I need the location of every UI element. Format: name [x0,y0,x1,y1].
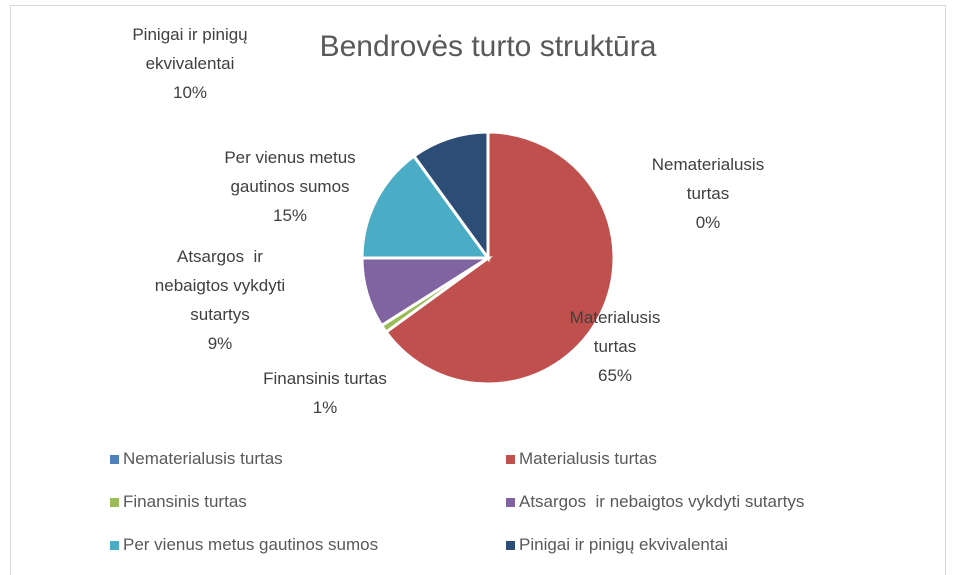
pie-slice [360,153,491,260]
data-label-category: Atsargos ir nebaigtos vykdyti sutartys [154,247,290,324]
legend-label: Nematerialusis turtas [123,449,283,468]
data-label-value: 10% [172,83,208,102]
data-label-category: Per vienus metus gautinos sumos [224,148,361,196]
pie-slice [383,130,616,386]
legend-label: Finansinis turtas [123,492,247,511]
data-label: Per vienus metus gautinos sumos 15% [205,143,375,230]
data-label-category: Finansinis turtas [263,369,387,388]
legend-swatch [506,455,515,464]
data-label-category: Pinigai ir pinigų ekvivalentai [132,25,253,73]
data-label: Pinigai ir pinigų ekvivalentai 10% [115,20,265,107]
chart-title: Bendrovės turto struktūra [319,30,657,63]
legend-swatch [110,541,119,550]
data-label-category: Nematerialusis turtas [651,155,769,203]
legend-label: Atsargos ir nebaigtos vykdyti sutartys [519,492,805,511]
data-label-value: 65% [597,366,633,385]
data-label: Finansinis turtas 1% [225,364,425,422]
data-label-category: Materialusis turtas [569,308,666,356]
data-label: Nematerialusis turtas 0% [633,150,783,237]
data-label-value: 0% [695,213,721,232]
legend-swatch [506,541,515,550]
data-label-value: 1% [312,398,338,417]
data-label-value: 15% [272,206,308,225]
legend-swatch [110,498,119,507]
legend-label: Materialusis turtas [519,449,657,468]
legend-label: Pinigai ir pinigų ekvivalentai [519,535,728,554]
chart-frame [10,5,946,575]
data-label: Atsargos ir nebaigtos vykdyti sutartys 9% [140,242,300,358]
legend-swatch [110,455,119,464]
legend-swatch [506,498,515,507]
pie-slice [411,130,490,263]
data-label-value: 9% [207,334,233,353]
data-label: Materialusis turtas 65% [560,303,670,390]
legend-label: Per vienus metus gautinos sumos [123,535,379,554]
